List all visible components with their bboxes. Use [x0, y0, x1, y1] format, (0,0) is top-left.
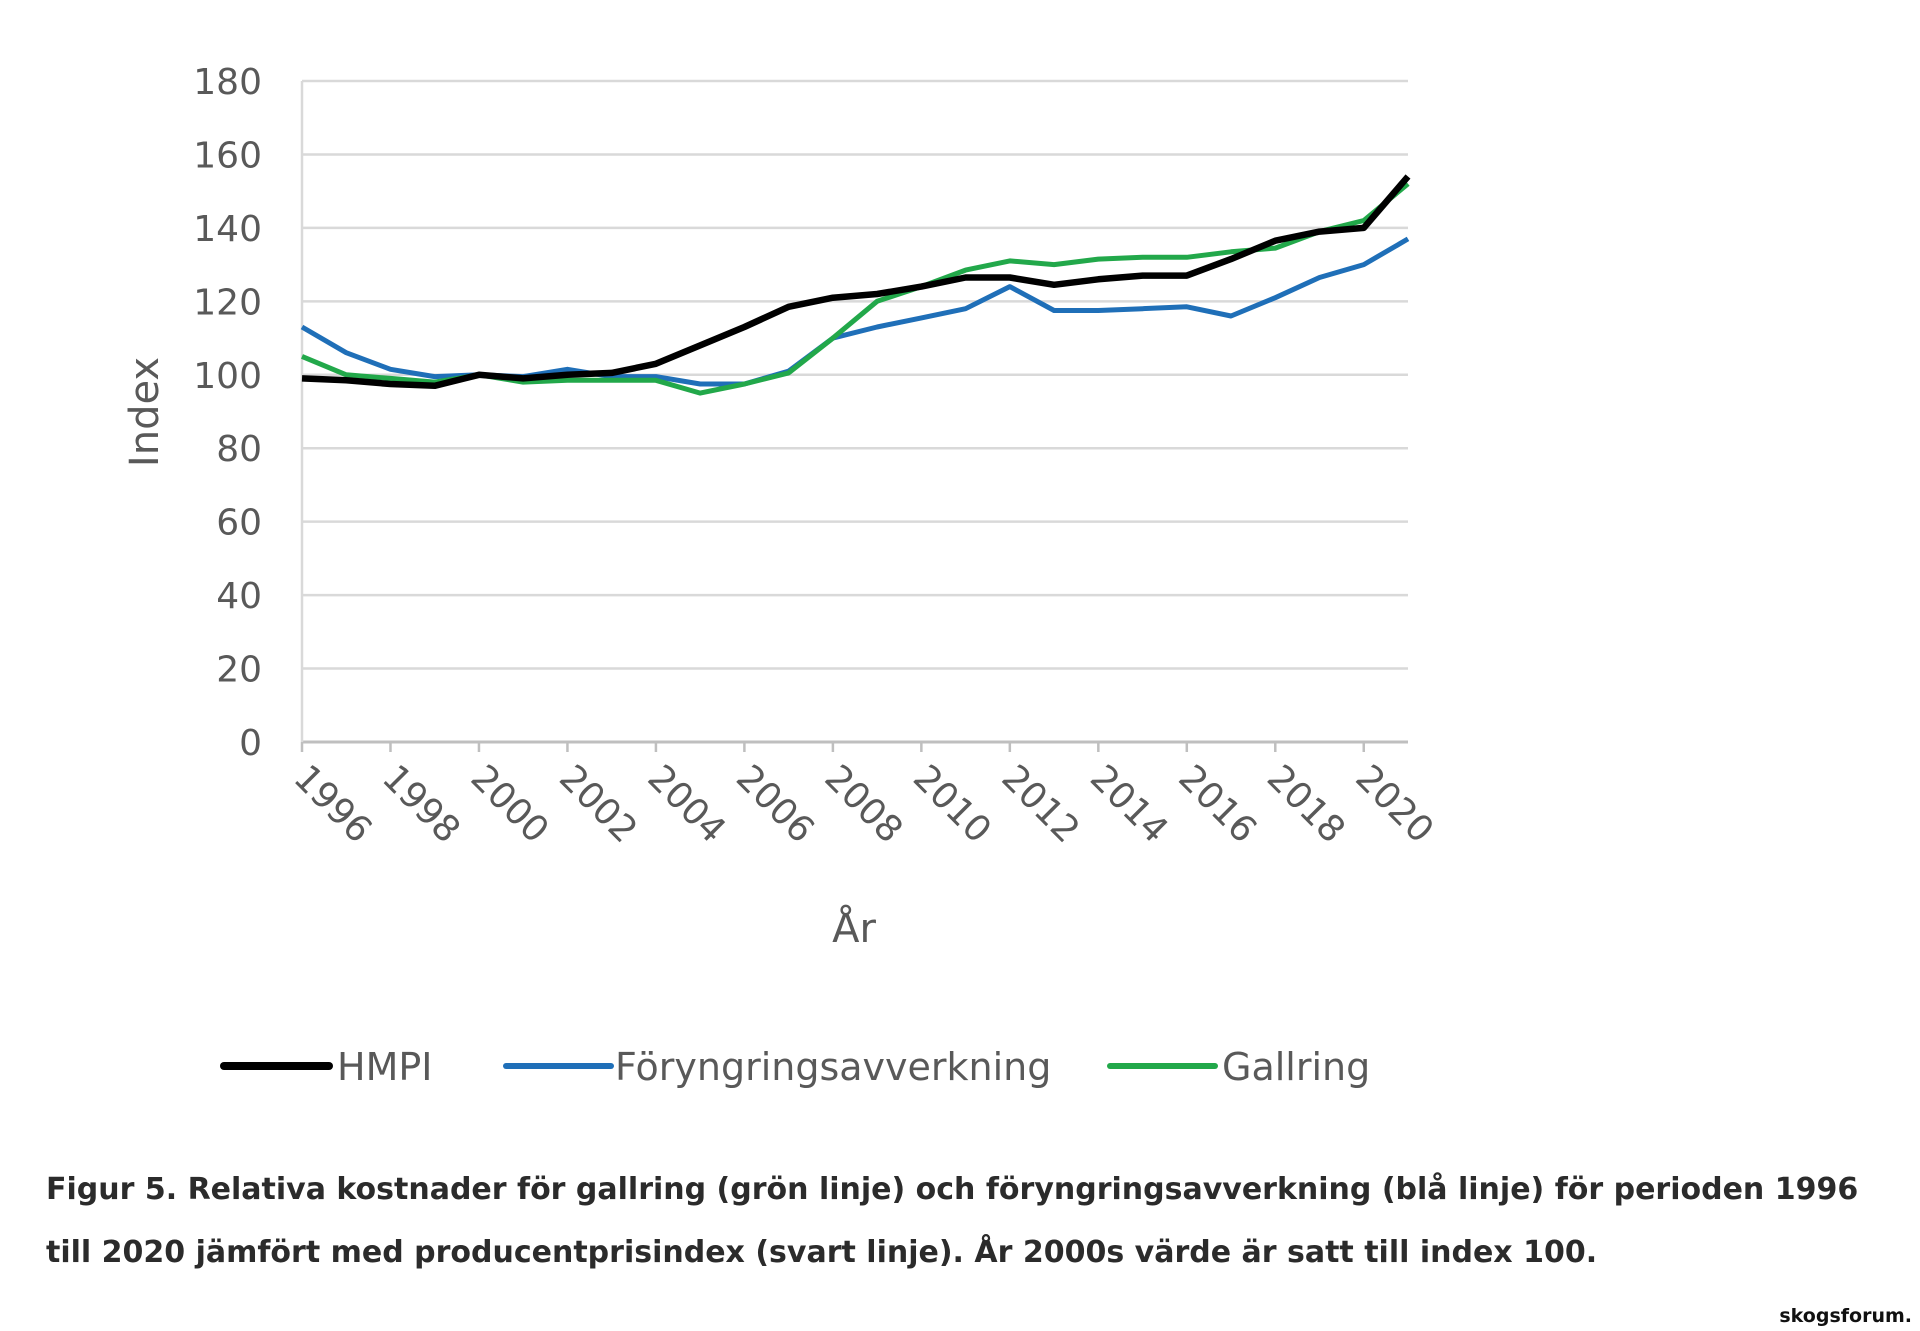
x-axis-title: År — [832, 904, 876, 952]
y-tick-label: 100 — [193, 356, 262, 397]
watermark: skogsforum. — [1779, 1305, 1912, 1327]
x-tick-label: 2008 — [817, 757, 911, 851]
legend-label: Föryngringsavverkning — [615, 1045, 1051, 1089]
x-tick-label: 2016 — [1170, 757, 1264, 851]
x-tick-label: 2018 — [1259, 757, 1353, 851]
y-tick-label: 80 — [216, 429, 262, 470]
x-tick-labels: 1996199820002002200420062008201020122014… — [286, 757, 1442, 851]
series-line-gallring — [301, 181, 1410, 396]
x-tick-label: 2004 — [640, 757, 734, 851]
y-axis-title: Index — [122, 357, 168, 467]
x-tick-label: 2006 — [728, 757, 822, 851]
legend-label: HMPI — [337, 1045, 432, 1089]
series-line-hmpi — [301, 174, 1411, 390]
x-tick-label: 2014 — [1082, 757, 1176, 851]
y-tick-label: 60 — [216, 503, 262, 544]
y-tick-label: 40 — [216, 576, 262, 617]
x-tick-label: 2010 — [905, 757, 999, 851]
x-tick-label: 1996 — [286, 757, 380, 851]
series-line-föryngringsavverkning — [300, 236, 1410, 387]
x-axis — [300, 81, 1408, 752]
y-tick-labels: 0 20 40 60 80 100 120 140 160 180 — [193, 62, 262, 764]
x-tick-label: 2000 — [463, 757, 557, 851]
y-tick-label: 0 — [239, 723, 262, 764]
y-tick-label: 160 — [193, 135, 262, 176]
x-tick-label: 2002 — [551, 757, 645, 851]
x-tick-label: 2012 — [993, 757, 1087, 851]
y-tick-label: 140 — [193, 209, 262, 250]
figure-caption: Figur 5. Relativa kostnader för gallring… — [46, 1172, 1859, 1270]
x-tick-label: 1998 — [374, 757, 468, 851]
legend: HMPI Föryngringsavverkning Gallring — [220, 1045, 1370, 1089]
legend-label: Gallring — [1222, 1045, 1370, 1089]
y-tick-label: 20 — [216, 650, 262, 691]
y-tick-label: 180 — [193, 62, 262, 103]
y-tick-label: 120 — [193, 282, 262, 323]
x-tick-label: 2020 — [1347, 757, 1441, 851]
series-lines — [300, 174, 1411, 396]
